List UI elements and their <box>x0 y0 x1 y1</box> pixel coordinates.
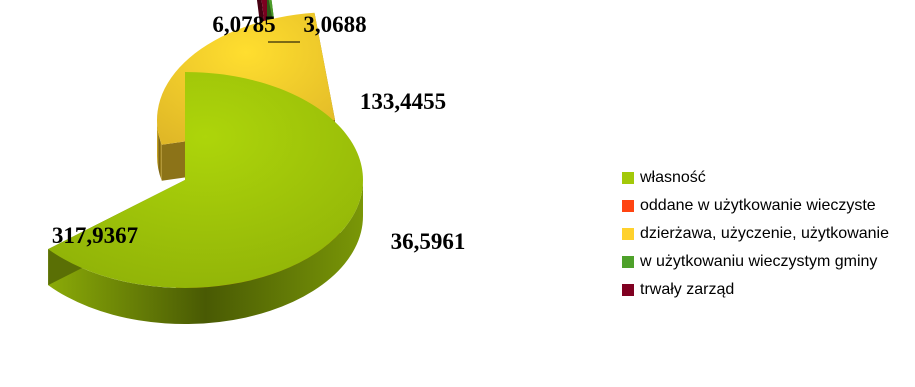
data-label-gminy: 3,0688 <box>303 12 366 37</box>
data-label-uzytkowanie-wieczyste: 36,5961 <box>391 229 466 254</box>
legend-swatch <box>622 228 634 240</box>
legend-item-uzytkowanie-wieczyste: oddane w użytkowanie wieczyste <box>622 195 912 216</box>
legend-label: oddane w użytkowanie wieczyste <box>640 197 876 214</box>
pie-chart: 317,9367 36,5961 133,4455 3,0688 6,0785 <box>48 0 466 325</box>
legend-item-dzierzawa: dzierżawa, użyczenie, użytkowanie <box>622 223 912 244</box>
legend-label: w użytkowaniu wieczystym gminy <box>640 253 878 270</box>
legend-swatch <box>622 172 634 184</box>
slice-wlasnosc <box>48 72 364 325</box>
legend-label: dzierżawa, użyczenie, użytkowanie <box>640 225 890 242</box>
legend-swatch <box>622 284 634 296</box>
legend-swatch <box>622 200 634 212</box>
data-label-wlasnosc: 317,9367 <box>52 223 138 248</box>
legend-item-wlasnosc: własność <box>622 167 912 188</box>
legend-label: własność <box>640 169 706 186</box>
data-label-dzierzawa: 133,4455 <box>360 89 446 114</box>
slice-side <box>48 180 364 325</box>
slice-top <box>261 0 267 43</box>
legend-item-trwaly-zarzad: trwały zarząd <box>622 279 912 300</box>
legend-swatch <box>622 256 634 268</box>
slice-side <box>157 120 162 181</box>
data-label-trwaly-zarzad: 6,0785 <box>212 12 275 37</box>
slice-top <box>48 72 364 288</box>
legend-label: trwały zarząd <box>640 281 735 298</box>
legend-item-gminy: w użytkowaniu wieczystym gminy <box>622 251 912 272</box>
chart-legend: własność oddane w użytkowanie wieczyste … <box>622 167 912 307</box>
